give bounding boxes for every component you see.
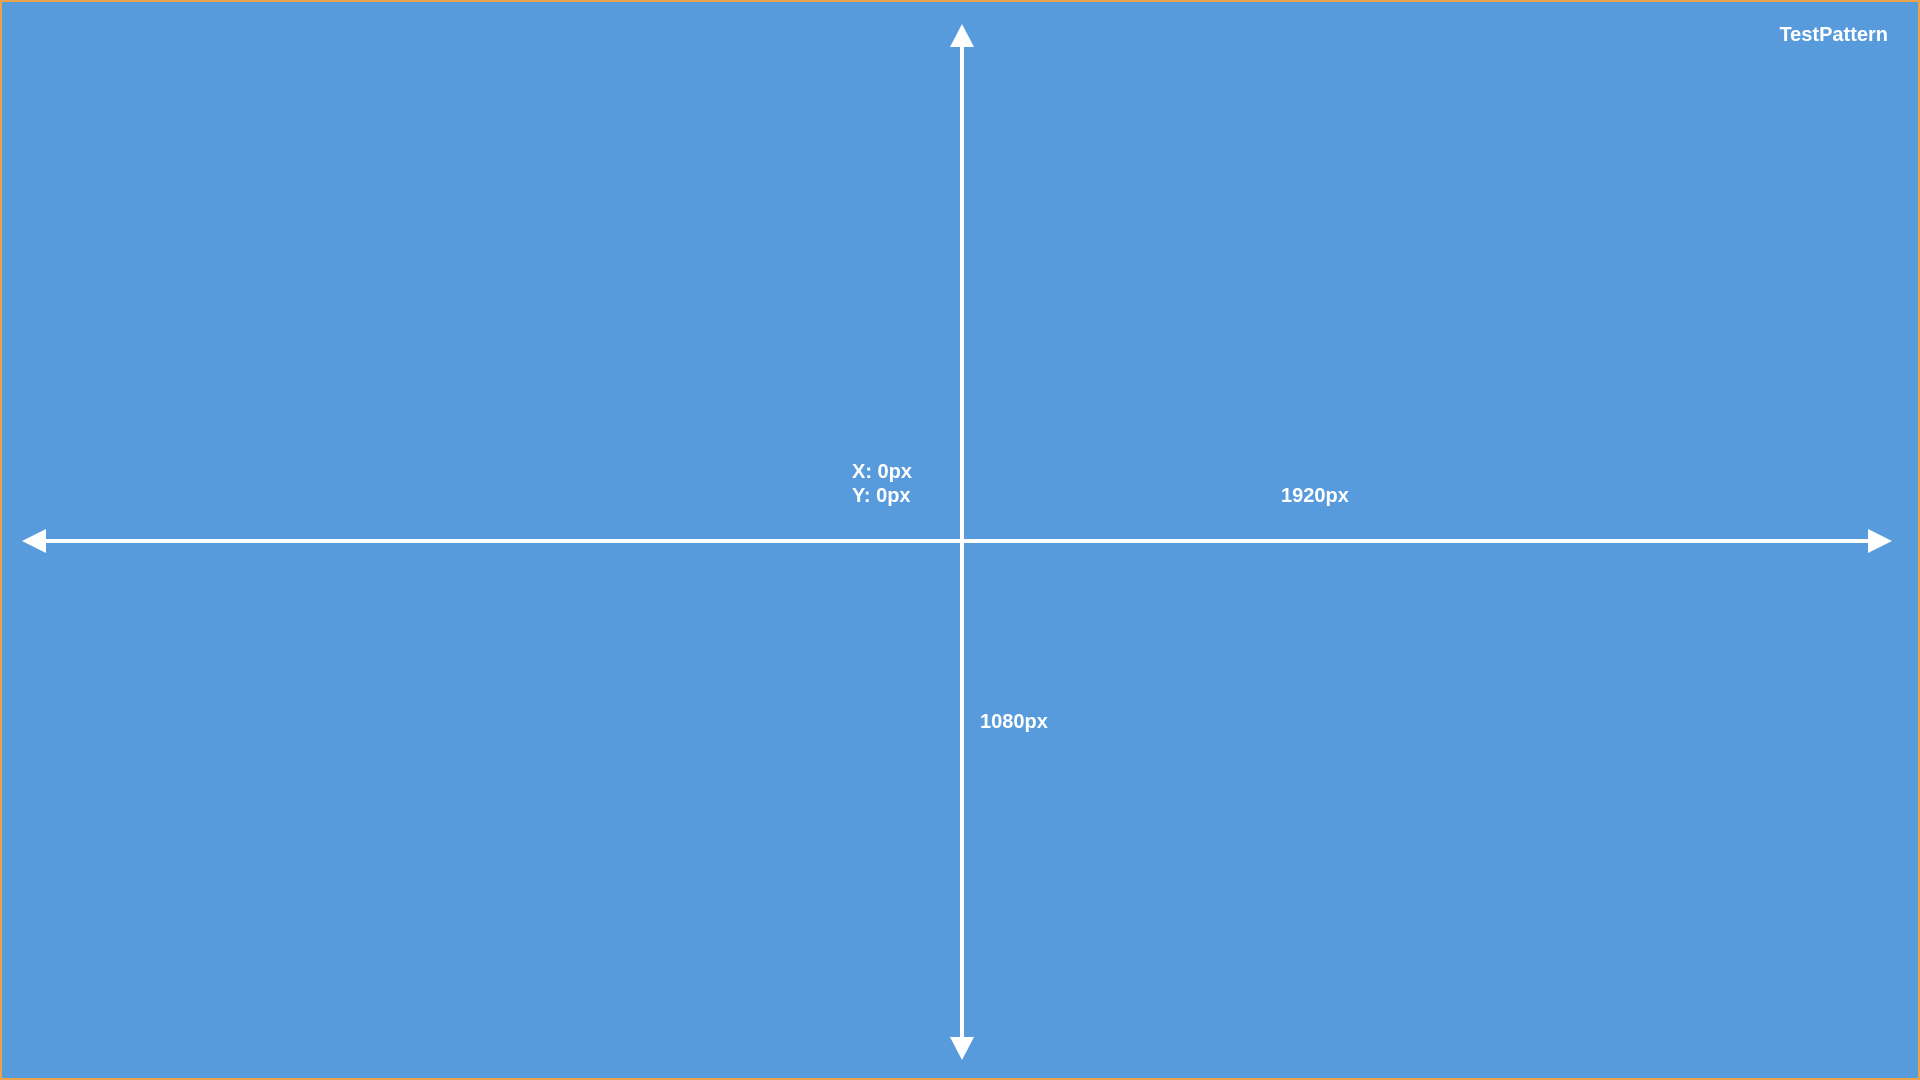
brand-label: TestPattern	[1779, 24, 1888, 46]
origin-coordinates: X: 0px Y: 0px	[852, 460, 912, 508]
arrow-down-icon	[950, 1037, 974, 1060]
origin-y-label: Y: 0px	[852, 485, 911, 507]
arrow-up-icon	[950, 24, 974, 47]
arrow-right-icon	[1868, 529, 1892, 553]
arrow-left-icon	[22, 529, 46, 553]
vertical-axis-arrow	[950, 24, 974, 1060]
origin-x-label: X: 0px	[852, 461, 913, 483]
horizontal-axis-arrow	[22, 529, 1892, 553]
height-label: 1080px	[980, 711, 1048, 733]
width-label: 1920px	[1281, 485, 1349, 507]
